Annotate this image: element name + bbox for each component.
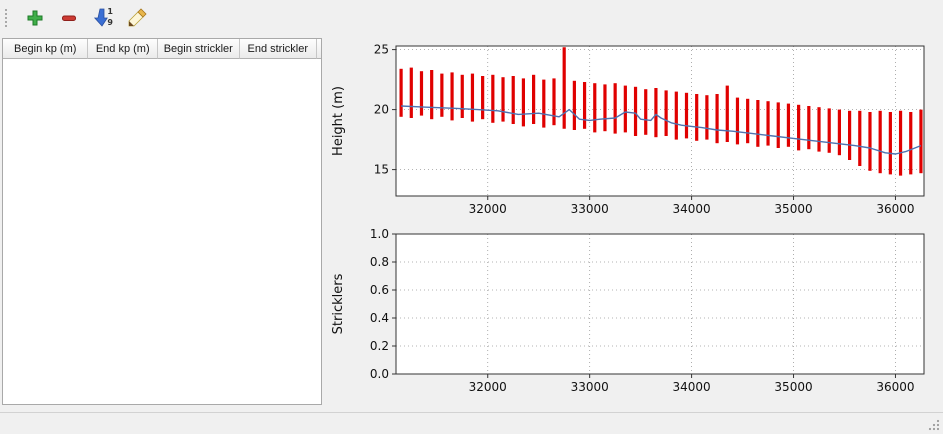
axis-ticks [392, 49, 896, 200]
svg-text:0.2: 0.2 [370, 339, 389, 353]
kp-strickler-table: Begin kp (m) End kp (m) Begin strickler … [2, 38, 322, 405]
svg-text:15: 15 [374, 163, 389, 177]
height-chart: 32000 33000 34000 35000 36000 15 20 25 Height (m… [331, 43, 925, 216]
svg-text:32000: 32000 [469, 202, 507, 216]
svg-text:34000: 34000 [673, 380, 711, 394]
toolbar-handle[interactable] [5, 9, 11, 27]
svg-text:36000: 36000 [876, 380, 914, 394]
svg-text:36000: 36000 [876, 202, 914, 216]
toolbar: 1 9 [0, 0, 943, 36]
svg-text:0.8: 0.8 [370, 255, 389, 269]
table-body[interactable] [3, 59, 321, 404]
range-bars [399, 47, 923, 176]
svg-text:25: 25 [374, 43, 389, 57]
down-arrow-icon [93, 8, 108, 27]
svg-text:35000: 35000 [774, 202, 812, 216]
column-header-begin-strickler[interactable]: Begin strickler [158, 39, 240, 59]
svg-text:33000: 33000 [571, 202, 609, 216]
svg-text:34000: 34000 [673, 202, 711, 216]
remove-row-button[interactable] [55, 4, 83, 32]
status-bar [0, 412, 943, 434]
sort-digit-1: 1 [107, 7, 113, 16]
svg-text:20: 20 [374, 103, 389, 117]
table-header-row: Begin kp (m) End kp (m) Begin strickler … [3, 39, 321, 59]
resize-grip-icon[interactable] [927, 418, 941, 432]
plus-icon [27, 10, 43, 26]
add-row-button[interactable] [21, 4, 49, 32]
y-axis-label: Height (m) [331, 86, 346, 156]
mean-line [401, 105, 922, 155]
sort-numeric-down-icon: 1 9 [93, 8, 113, 28]
stricklers-chart: 32000 33000 34000 35000 36000 0.0 0.2 0.4 0.6 0.8… [331, 227, 925, 394]
svg-text:0.4: 0.4 [370, 311, 389, 325]
charts-panel: 32000 33000 34000 35000 36000 15 20 25 Height (m… [326, 36, 940, 407]
sort-digit-9: 9 [107, 18, 113, 27]
minus-icon [62, 15, 76, 21]
svg-text:35000: 35000 [774, 380, 812, 394]
sort-button[interactable]: 1 9 [89, 4, 117, 32]
main-area: Begin kp (m) End kp (m) Begin strickler … [0, 36, 943, 413]
y-axis-label: Stricklers [331, 273, 346, 334]
tick-labels: 32000 33000 34000 35000 36000 15 20 25 [374, 43, 915, 216]
axis-ticks [392, 233, 896, 378]
column-header-end-strickler[interactable]: End strickler [239, 39, 317, 59]
column-header-begin-kp[interactable]: Begin kp (m) [3, 39, 89, 59]
tick-labels: 32000 33000 34000 35000 36000 0.0 0.2 0.4 0.6 0.8… [370, 227, 915, 394]
svg-text:33000: 33000 [571, 380, 609, 394]
svg-text:1.0: 1.0 [370, 227, 389, 241]
column-header-filler [317, 39, 321, 59]
svg-text:0.6: 0.6 [370, 283, 389, 297]
edit-pencil-icon [128, 8, 147, 27]
edit-button[interactable] [123, 4, 151, 32]
column-header-end-kp[interactable]: End kp (m) [88, 39, 159, 59]
svg-text:32000: 32000 [469, 380, 507, 394]
svg-text:0.0: 0.0 [370, 367, 389, 381]
